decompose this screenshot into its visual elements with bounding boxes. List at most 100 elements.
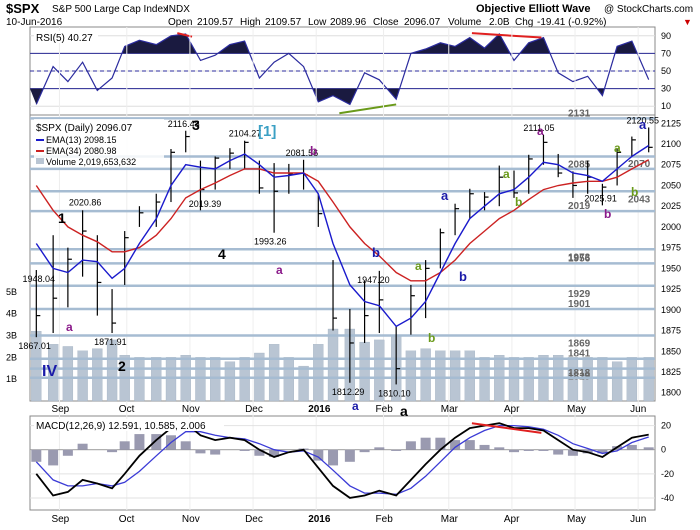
price-extreme-label: 2104.27 xyxy=(229,129,262,139)
macd-histogram-bar xyxy=(464,440,475,450)
volume-bar xyxy=(464,350,475,402)
price-tick-label: 1800 xyxy=(661,388,681,398)
month-label: Nov xyxy=(182,404,200,415)
level-label: 1929 xyxy=(568,289,591,300)
high-label: High xyxy=(240,17,261,28)
level-label: 2131 xyxy=(568,108,591,119)
volume-bar xyxy=(47,344,59,402)
month-label: Sep xyxy=(51,514,69,525)
wave-label: 2 xyxy=(118,358,126,374)
month-label: Jun xyxy=(630,514,646,525)
rsi-tick-label: 70 xyxy=(661,48,671,58)
wave-label: 3 xyxy=(192,117,200,133)
macd-histogram-bar xyxy=(597,449,608,454)
wave-label: b xyxy=(631,185,638,199)
low-label: Low xyxy=(308,17,327,28)
macd-tick-label: 20 xyxy=(661,421,671,431)
volume-bar xyxy=(210,357,221,402)
wave-label: a xyxy=(441,188,449,203)
wave-label: b xyxy=(310,144,317,158)
volume-bar xyxy=(224,361,236,402)
price-tick-label: 1825 xyxy=(661,367,681,377)
price-legend: $SPX (Daily) 2096.07 EMA(13) 2098.15 EMA… xyxy=(34,119,164,167)
macd-histogram-bar xyxy=(420,437,431,450)
volume-bar xyxy=(374,339,385,402)
volume-bar xyxy=(435,350,446,402)
price-extreme-label: 1867.01 xyxy=(18,341,51,351)
price-extreme-label: 1993.26 xyxy=(254,237,287,247)
price-tick-label: 1975 xyxy=(661,243,681,253)
volume-bar xyxy=(643,357,654,402)
rsi-layer: 10 30 50 70 90 xyxy=(30,31,671,115)
volume-legend: Volume 2,019,653,632 xyxy=(46,157,136,167)
volume-bar xyxy=(508,357,520,402)
rsi-tick-label: 90 xyxy=(661,31,671,41)
volume-bar xyxy=(611,361,623,402)
volume-bar xyxy=(449,350,461,402)
chg-label: Chg xyxy=(515,17,533,28)
macd-tick-label: -20 xyxy=(661,469,674,479)
macd-histogram-bar xyxy=(435,437,446,450)
price-extreme-label: 2025.91 xyxy=(584,193,617,203)
macd-histogram-bar xyxy=(450,440,461,450)
month-label: 2016 xyxy=(308,404,331,415)
month-label: Feb xyxy=(376,514,394,525)
rsi-line xyxy=(35,33,650,106)
rsi-tick-label: 30 xyxy=(661,84,671,94)
close-value: 2096.07 xyxy=(404,17,441,28)
macd-histogram-bar xyxy=(538,449,549,451)
chg-value: -19.41 (-0.92%) xyxy=(537,17,606,28)
macd-histogram-bar xyxy=(479,444,490,450)
month-label: Apr xyxy=(504,404,520,415)
price-tick-label: 2100 xyxy=(661,139,681,149)
price-tick-label: 1900 xyxy=(661,305,681,315)
wave-label: a xyxy=(400,403,408,419)
price-extreme-label: 2020.86 xyxy=(69,198,102,208)
volume-bar xyxy=(165,357,177,402)
level-label: 1818 xyxy=(568,368,591,379)
price-title: $SPX (Daily) 2096.07 xyxy=(36,123,133,134)
wave-label: b xyxy=(515,195,522,209)
volume-bar xyxy=(313,344,324,402)
macd-histogram-bar xyxy=(151,434,162,450)
volume-bar xyxy=(239,357,250,402)
macd-histogram-bar xyxy=(119,441,130,450)
price-extreme-label: 1810.10 xyxy=(378,388,411,398)
macd-histogram-bar xyxy=(567,449,578,456)
month-label: Oct xyxy=(119,514,135,525)
rsi-tick-label: 50 xyxy=(661,66,671,76)
volume-bar xyxy=(134,357,145,402)
volume-axis-label: 3B xyxy=(6,331,17,341)
month-label: Mar xyxy=(441,404,459,415)
open-value: 2109.57 xyxy=(197,17,234,28)
wave-label: a xyxy=(639,117,647,132)
macd-histogram-bar xyxy=(523,449,534,451)
rsi-oversold-fill xyxy=(30,88,655,105)
macd-histogram-bar xyxy=(391,449,402,451)
price-tick-label: 2025 xyxy=(661,201,681,211)
macd-histogram-bar xyxy=(626,444,637,450)
rsi-tick-label: 10 xyxy=(661,101,671,111)
volume-bar xyxy=(268,344,280,402)
macd-legend: MACD(12,26,9) 12.591, 10.585, 2.006 xyxy=(34,419,224,432)
level-label: 1869 xyxy=(568,339,591,350)
price-tick-label: 1850 xyxy=(661,346,681,356)
price-tick-label: 2000 xyxy=(661,222,681,232)
level-label: 1956 xyxy=(568,253,591,264)
macd-histogram-bar xyxy=(48,449,59,466)
volume-bar xyxy=(405,350,417,402)
month-label: Oct xyxy=(119,404,135,415)
rsi-title: RSI(5) 40.27 xyxy=(36,33,93,44)
macd-histogram-bar xyxy=(62,449,73,456)
wave-label: IV xyxy=(42,363,57,380)
low-value: 2089.96 xyxy=(330,17,367,28)
macd-histogram-bar xyxy=(195,449,206,454)
price-extreme-label: 1871.91 xyxy=(94,337,127,347)
wave-label: a xyxy=(66,320,73,334)
price-extreme-label: 2120.55 xyxy=(626,115,659,125)
wave-label: 4 xyxy=(218,246,226,262)
price-extreme-label: 1948.04 xyxy=(23,274,56,284)
macd-histogram-bar xyxy=(313,449,324,461)
